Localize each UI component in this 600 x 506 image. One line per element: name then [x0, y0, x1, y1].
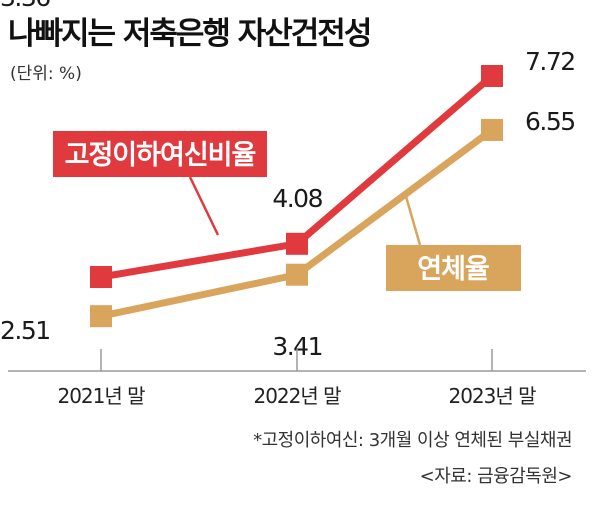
- series-1-data-label-2: 6.55: [525, 107, 575, 136]
- series-0-point-0: [90, 266, 112, 288]
- data-labels: 3.36 4.08 7.72 2.51 3.41 6.55: [0, 0, 576, 361]
- series-markers: [90, 65, 503, 328]
- series-1-point-1: [286, 263, 308, 286]
- series-0-point-2: [481, 65, 503, 88]
- series-1-point-2: [481, 118, 503, 141]
- legend-leader-0: [188, 176, 220, 236]
- source-label: <자료: 금융감독원>: [420, 466, 572, 487]
- legend-box-1: [386, 245, 521, 291]
- x-tick-label-0: 2021년 말: [57, 384, 145, 408]
- x-axis-ticks: 2021년 말 2022년 말 2023년 말: [57, 349, 537, 408]
- x-tick-label-2: 2023년 말: [448, 384, 536, 408]
- series-0-data-label-0: 3.36: [0, 0, 50, 12]
- series-0-data-label-2: 7.72: [525, 47, 575, 76]
- legend-leader-1: [403, 192, 422, 246]
- series-1-data-label-0: 2.51: [0, 316, 50, 345]
- legend-label-0: 고정이하여신비율: [65, 140, 256, 171]
- footnote: *고정이하여신: 3개월 이상 연체된 부실채권: [253, 430, 572, 451]
- unit-label: (단위: %): [10, 64, 82, 84]
- series-0-point-1: [286, 232, 308, 255]
- series-1-point-0: [90, 305, 112, 328]
- legend-label-1: 연체율: [417, 254, 489, 285]
- series-1-data-label-1: 3.41: [272, 332, 322, 361]
- series-0-data-label-1: 4.08: [272, 184, 322, 213]
- x-tick-label-1: 2022년 말: [253, 384, 341, 408]
- chart-title: 나빠지는 저축은행 자산건전성: [8, 16, 370, 52]
- legend-box-0: [53, 131, 267, 177]
